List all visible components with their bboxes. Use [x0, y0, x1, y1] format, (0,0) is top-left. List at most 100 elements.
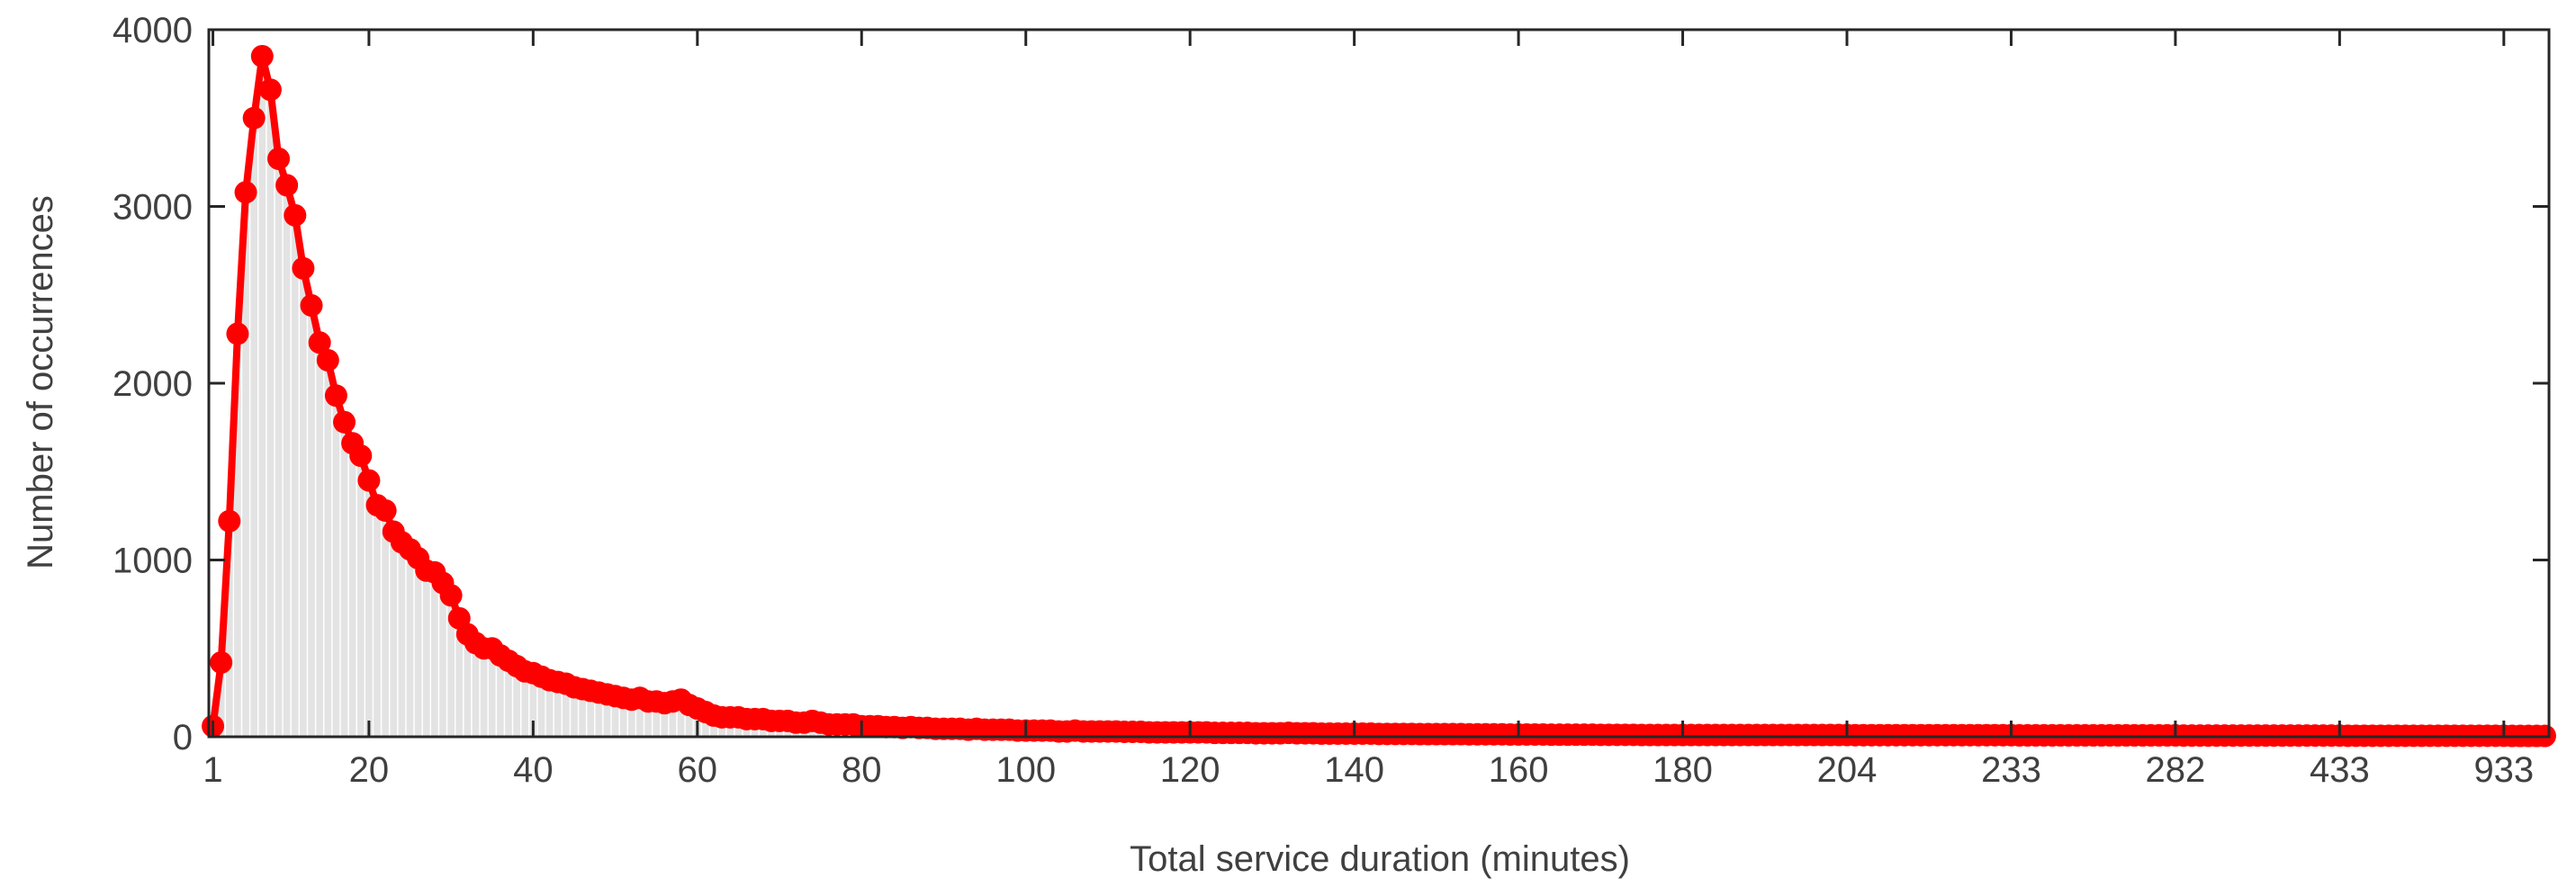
bar	[422, 570, 430, 737]
bar	[464, 634, 472, 737]
axes-frame	[207, 28, 2551, 739]
bar	[258, 56, 266, 738]
marker	[439, 584, 463, 607]
bar	[619, 697, 627, 737]
y-tick-label: 2000	[113, 364, 193, 404]
bar	[300, 268, 307, 737]
x-tick-label: 282	[2146, 750, 2206, 790]
bar	[669, 701, 677, 737]
bar	[332, 395, 340, 737]
bar	[439, 583, 446, 737]
bar	[529, 673, 537, 737]
marker	[357, 469, 381, 492]
marker	[242, 106, 266, 130]
bar	[308, 305, 315, 737]
bar	[472, 642, 480, 737]
x-tick-label: 933	[2473, 750, 2534, 790]
marker	[308, 331, 331, 354]
bar	[545, 680, 554, 737]
x-tick-label: 20	[349, 750, 390, 790]
bar	[611, 695, 619, 737]
bar	[447, 595, 455, 737]
x-axis-title: Total service duration (minutes)	[1130, 839, 1630, 879]
y-tick-label: 4000	[113, 11, 193, 50]
bar	[390, 532, 398, 737]
marker	[284, 203, 307, 227]
bar	[431, 572, 438, 737]
marker	[292, 256, 315, 280]
bar	[677, 699, 685, 737]
bar	[587, 690, 595, 737]
marker	[374, 498, 397, 522]
x-tick-label: 233	[1981, 750, 2041, 790]
bar	[266, 89, 275, 737]
marker	[226, 322, 249, 345]
bar	[563, 684, 570, 737]
y-tick-label: 0	[173, 718, 193, 757]
marker	[316, 348, 339, 372]
bar	[571, 686, 578, 737]
bar	[653, 701, 661, 737]
bar	[644, 701, 652, 737]
marker	[300, 294, 323, 318]
bar	[488, 648, 496, 737]
bar	[455, 618, 464, 737]
marker	[234, 181, 257, 204]
bar	[414, 558, 422, 737]
x-tick-label: 160	[1489, 750, 1549, 790]
bar	[324, 360, 332, 737]
bar	[356, 455, 365, 737]
bar	[291, 215, 299, 737]
x-tick-label: 1	[203, 750, 222, 790]
marker	[275, 174, 299, 197]
bar	[627, 699, 635, 737]
marker	[210, 650, 233, 674]
bar	[225, 521, 233, 737]
bar	[702, 712, 709, 737]
marker	[250, 44, 274, 67]
bar	[382, 510, 389, 737]
bar	[537, 676, 545, 737]
bar	[340, 422, 348, 737]
marker	[324, 384, 347, 408]
x-tick-label: 433	[2310, 750, 2370, 790]
bar	[398, 542, 406, 737]
x-tick-label: 180	[1653, 750, 1713, 790]
bar	[603, 694, 611, 737]
bar	[579, 688, 586, 737]
bar	[636, 697, 644, 737]
marker	[218, 509, 241, 533]
y-tick-label: 1000	[113, 542, 193, 581]
marker	[333, 410, 356, 434]
bar	[316, 342, 323, 737]
bar	[234, 333, 241, 737]
y-axis-title: Number of occurrences	[21, 195, 60, 569]
bar	[505, 660, 512, 737]
marker	[349, 444, 373, 468]
bar	[661, 703, 669, 737]
bar	[275, 158, 283, 737]
x-tick-label: 60	[678, 750, 718, 790]
bar	[685, 704, 693, 737]
bar	[242, 192, 249, 737]
bar	[513, 666, 520, 737]
marker	[267, 147, 291, 170]
bar	[406, 549, 414, 737]
x-tick-label: 80	[842, 750, 882, 790]
bar	[283, 184, 291, 738]
x-tick-label: 120	[1160, 750, 1220, 790]
bar	[365, 480, 373, 737]
bar	[480, 648, 488, 737]
bar	[595, 692, 603, 737]
x-tick-label: 40	[513, 750, 554, 790]
bar	[250, 118, 258, 737]
x-tick-label: 204	[1817, 750, 1878, 790]
bar	[521, 671, 529, 737]
bar	[497, 655, 504, 737]
x-tick-label: 140	[1324, 750, 1384, 790]
bar	[217, 662, 225, 737]
bar	[348, 443, 356, 737]
line	[209, 52, 2545, 740]
